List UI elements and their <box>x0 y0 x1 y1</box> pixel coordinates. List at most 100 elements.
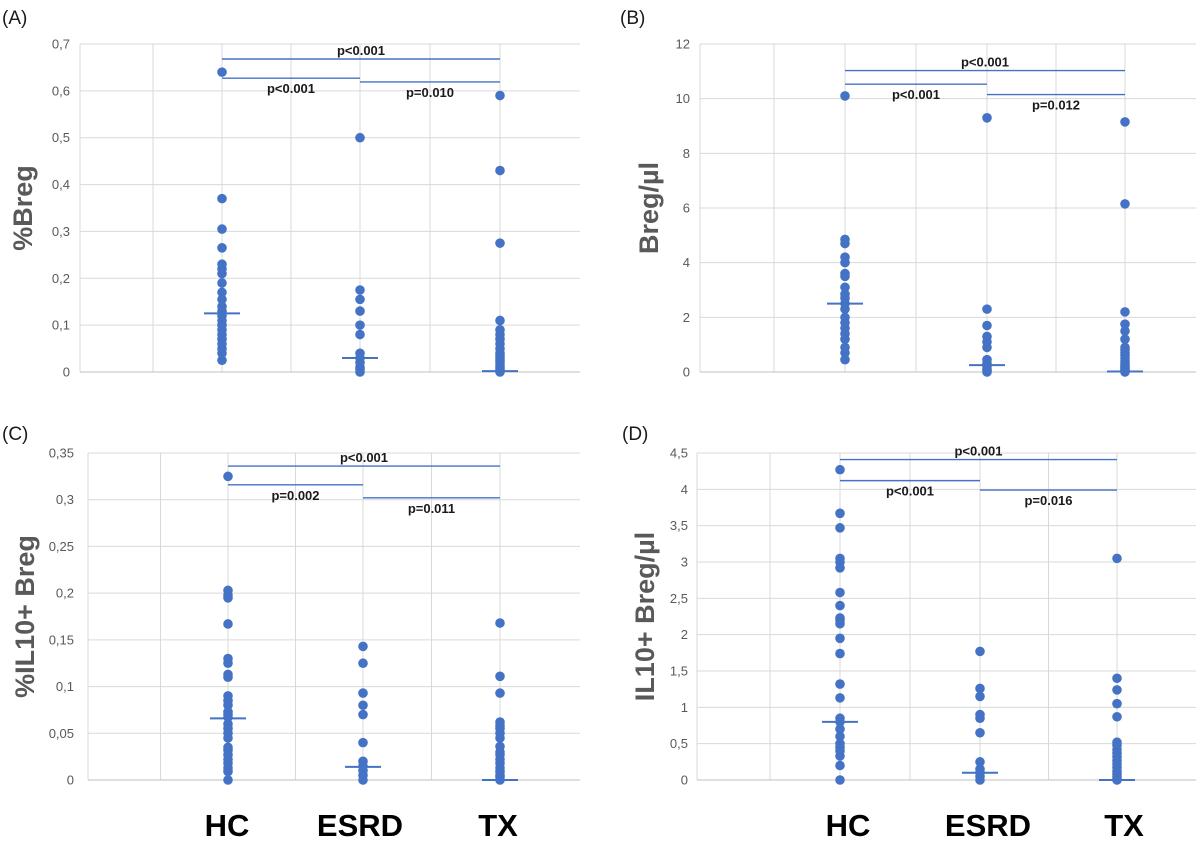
y-tick-label: 0,35 <box>49 446 74 461</box>
data-point <box>1120 117 1130 127</box>
y-tick-label: 10 <box>676 91 690 106</box>
data-point <box>835 760 845 771</box>
data-point <box>835 731 845 742</box>
y-tick-label: 0,5 <box>670 736 688 751</box>
y-tick-label: 2,5 <box>670 591 688 606</box>
data-point <box>355 294 365 305</box>
data-point <box>840 91 850 101</box>
data-point <box>835 775 845 785</box>
p-value-label: p=0.002 <box>271 488 319 503</box>
data-point <box>223 658 233 669</box>
data-point <box>217 348 227 359</box>
p-value-label: p=0.016 <box>1024 493 1072 508</box>
data-point <box>495 733 505 743</box>
data-point <box>840 282 850 293</box>
data-point <box>835 633 845 644</box>
data-point <box>982 320 992 331</box>
category-label-tx: TX <box>1104 808 1144 843</box>
y-tick-label: 2 <box>683 310 690 325</box>
data-point <box>495 618 505 628</box>
data-point <box>495 688 505 698</box>
y-tick-label: 0,7 <box>52 37 70 52</box>
y-tick-label: 0,3 <box>52 224 70 239</box>
y-tick-label: 8 <box>683 146 690 161</box>
p-value-label: p<0.001 <box>267 81 315 96</box>
data-point <box>358 688 368 698</box>
y-tick-label: 0,2 <box>56 586 74 601</box>
data-point <box>1112 553 1122 564</box>
data-point <box>982 113 992 123</box>
data-point <box>1120 334 1130 345</box>
data-point <box>835 648 845 659</box>
y-tick-label: 0,25 <box>49 539 74 554</box>
data-point <box>1120 199 1130 209</box>
data-point <box>355 132 365 143</box>
y-tick-label: 0,05 <box>49 726 74 741</box>
data-point <box>495 315 505 326</box>
category-label-tx: TX <box>478 808 518 843</box>
data-point <box>975 683 985 694</box>
data-point <box>840 257 850 268</box>
data-point <box>835 724 845 734</box>
data-point <box>1120 326 1130 336</box>
data-point <box>223 733 233 743</box>
y-tick-label: 0 <box>67 773 74 788</box>
data-point <box>355 306 365 316</box>
panel-label: (D) <box>622 424 648 445</box>
data-point <box>355 320 365 330</box>
panel-a: (A) 0 0,1 0,2 0,3 0,4 0,5 0,6 0,7 %Breg p<0.001 p<0… <box>2 8 580 380</box>
category-label-esrd: ESRD <box>945 808 1031 843</box>
data-point <box>358 709 368 720</box>
y-tick-label: 0,1 <box>56 679 74 694</box>
data-point <box>1120 319 1130 329</box>
data-point <box>495 90 505 101</box>
data-point <box>835 508 845 519</box>
data-point <box>835 563 845 573</box>
data-point <box>835 523 845 533</box>
p-value-label: p=0.011 <box>408 501 455 516</box>
category-label-hc: HC <box>205 808 250 843</box>
panel-label: (C) <box>2 424 28 445</box>
panel-label: (A) <box>2 8 27 29</box>
data-point <box>975 646 985 657</box>
y-tick-label: 4 <box>683 255 690 270</box>
data-point <box>217 193 227 204</box>
data-point <box>495 165 505 176</box>
y-tick-label: 0 <box>63 365 70 380</box>
data-point <box>840 304 850 314</box>
y-tick-label: 3 <box>681 555 688 570</box>
data-point <box>355 329 365 340</box>
p-value-label: p<0.001 <box>886 484 934 499</box>
data-point <box>217 278 227 288</box>
data-point <box>223 766 233 777</box>
data-point <box>495 671 505 682</box>
data-point <box>975 713 985 724</box>
y-tick-label: 0,15 <box>49 632 74 647</box>
p-value-label: p<0.001 <box>954 444 1002 459</box>
data-point <box>355 285 365 295</box>
data-point <box>355 367 365 377</box>
data-point <box>223 471 233 482</box>
y-tick-label: 4 <box>681 482 688 497</box>
data-point <box>975 727 985 738</box>
data-point <box>358 641 368 652</box>
data-point <box>835 679 845 689</box>
y-axis-label: %Breg <box>8 165 38 251</box>
data-point <box>840 334 850 345</box>
p-value-label: p<0.001 <box>337 43 385 58</box>
data-point <box>835 693 845 703</box>
y-tick-label: 3,5 <box>670 518 688 533</box>
y-tick-label: 1 <box>681 700 688 715</box>
data-point <box>835 587 845 598</box>
data-point <box>217 67 227 77</box>
data-point <box>217 243 227 253</box>
data-point <box>982 342 992 353</box>
data-point <box>223 619 233 629</box>
y-tick-label: 0,5 <box>52 130 70 145</box>
data-point <box>217 268 227 279</box>
data-point <box>217 355 227 366</box>
data-point <box>835 751 845 761</box>
data-point <box>840 348 850 358</box>
panel-d: (D) 0 0,5 1 1,5 2 2,5 3 3,5 4 4,5 IL10+ Breg/µl p<0.… <box>622 424 1196 788</box>
